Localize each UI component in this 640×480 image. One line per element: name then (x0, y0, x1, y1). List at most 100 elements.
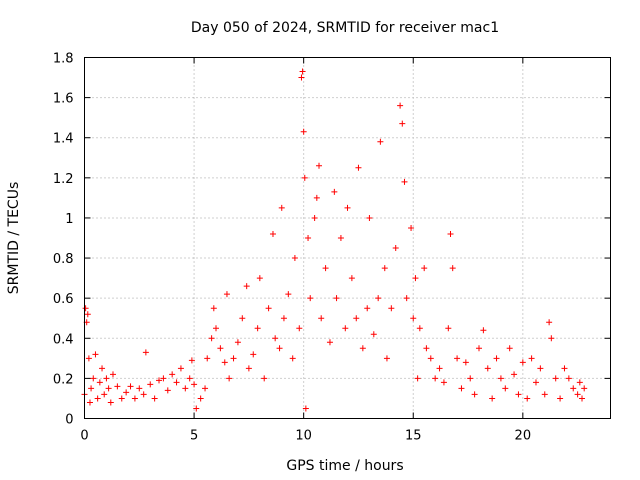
data-point (392, 245, 399, 252)
data-point (296, 325, 303, 332)
data-point (191, 381, 198, 388)
data-point (401, 178, 408, 185)
data-point (532, 379, 539, 386)
y-tick-label: 1.4 (53, 132, 74, 147)
data-point (186, 375, 193, 382)
data-point (301, 174, 308, 181)
x-tick-label: 20 (515, 429, 532, 444)
plot-frame (84, 57, 611, 419)
data-point (256, 275, 263, 282)
data-point (208, 335, 215, 342)
data-point (96, 379, 103, 386)
data-point (515, 391, 522, 398)
data-point (565, 375, 572, 382)
data-point (147, 381, 154, 388)
data-point (353, 315, 360, 322)
data-point (182, 385, 189, 392)
x-tick-label: 0 (80, 429, 88, 444)
data-point (552, 375, 559, 382)
data-point (88, 385, 95, 392)
data-point (285, 291, 292, 298)
data-point (471, 391, 478, 398)
x-tick-label: 10 (295, 429, 312, 444)
data-point (377, 138, 384, 145)
data-point (502, 385, 509, 392)
x-tick-label: 15 (405, 429, 422, 444)
data-point (370, 331, 377, 338)
data-point (221, 359, 228, 366)
data-point (107, 399, 114, 406)
data-point (311, 214, 318, 221)
data-point (480, 327, 487, 334)
data-point (511, 371, 518, 378)
data-point (497, 375, 504, 382)
data-point (109, 371, 116, 378)
y-tick-label: 1 (65, 212, 73, 227)
data-point (489, 395, 496, 402)
data-point (210, 305, 217, 312)
data-point (230, 355, 237, 362)
data-point (440, 379, 447, 386)
data-point (432, 375, 439, 382)
data-point (421, 265, 428, 272)
data-point (581, 385, 588, 392)
data-point (524, 395, 531, 402)
data-point (342, 325, 349, 332)
data-point (169, 371, 176, 378)
data-point (254, 325, 261, 332)
data-point (462, 359, 469, 366)
data-point (403, 295, 410, 302)
data-point (226, 375, 233, 382)
data-point (423, 345, 430, 352)
data-point (322, 265, 329, 272)
data-point (188, 357, 195, 364)
data-point (548, 335, 555, 342)
data-point (537, 365, 544, 372)
y-tick-label: 1.6 (53, 92, 74, 107)
data-point (576, 379, 583, 386)
data-point (449, 265, 456, 272)
data-point (204, 355, 211, 362)
data-point (484, 365, 491, 372)
data-point (561, 365, 568, 372)
data-point (313, 194, 320, 201)
data-point (348, 275, 355, 282)
data-point (381, 265, 388, 272)
data-point (366, 214, 373, 221)
axis-ticks: 0 0.2 0.4 0.6 0.8 1 1.2 1.4 1.6 1.8 0 5 10 15 20 (53, 52, 611, 444)
data-point (364, 305, 371, 312)
y-tick-label: 0.4 (53, 332, 74, 347)
y-tick-label: 0.2 (53, 372, 74, 387)
data-point (326, 339, 333, 346)
data-point (316, 162, 323, 169)
data-point (519, 359, 526, 366)
data-point (265, 305, 272, 312)
chart-title: Day 050 of 2024, SRMTID for receiver mac… (191, 20, 499, 36)
data-point (140, 391, 147, 398)
data-point (447, 230, 454, 237)
data-point (94, 395, 101, 402)
data-point (239, 315, 246, 322)
data-point (399, 120, 406, 127)
data-point (177, 365, 184, 372)
data-point (261, 375, 268, 382)
data-point (136, 385, 143, 392)
data-point (243, 283, 250, 290)
data-point (318, 315, 325, 322)
data-point (493, 355, 500, 362)
data-point (355, 164, 362, 171)
data-point (142, 349, 149, 356)
y-axis-title: SRMTID / TECUs (6, 182, 22, 295)
data-point (99, 365, 106, 372)
y-tick-label: 0.8 (53, 252, 74, 267)
data-point (90, 375, 97, 382)
data-point (272, 335, 279, 342)
data-point (305, 235, 312, 241)
data-point (302, 405, 309, 412)
data-point (570, 385, 577, 392)
data-point (546, 319, 553, 326)
data-point (467, 375, 474, 382)
x-axis-title: GPS time / hours (286, 458, 403, 474)
data-point (298, 74, 305, 81)
